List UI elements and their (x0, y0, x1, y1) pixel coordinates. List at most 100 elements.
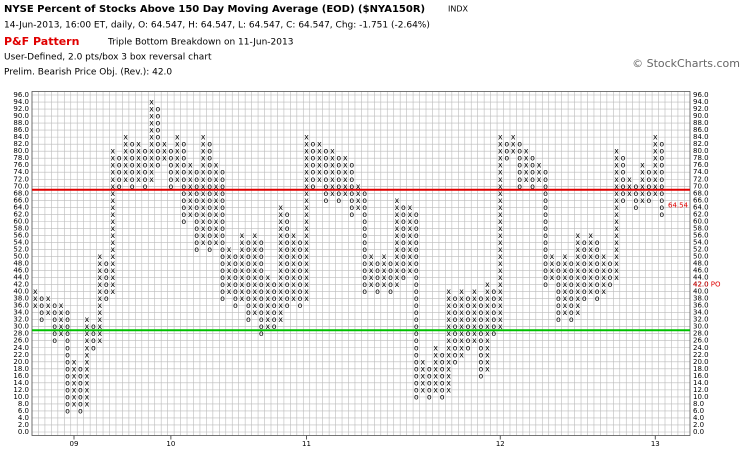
x-box: x (214, 203, 219, 212)
x-box: x (420, 357, 425, 366)
o-box: o (117, 161, 122, 170)
x-box: x (459, 294, 464, 303)
o-box: o (65, 329, 70, 338)
o-box: o (156, 133, 161, 142)
x-box: x (485, 343, 490, 352)
x-tick-label: 13 (651, 440, 660, 448)
o-box: o (65, 406, 70, 415)
x-box: x (562, 280, 567, 289)
y2-tick-label: 42.0 (693, 281, 709, 289)
x-box: x (653, 175, 658, 184)
o-box: o (659, 175, 664, 184)
o-box: o (414, 322, 419, 331)
x-box: x (640, 196, 645, 205)
o-box: o (207, 210, 212, 219)
y2-tick-label: 16.0 (693, 372, 709, 380)
y-tick-label: 80.0 (13, 147, 29, 155)
o-box: o (65, 315, 70, 324)
x-box: x (175, 133, 180, 142)
x-box: x (653, 140, 658, 149)
o-box: o (156, 112, 161, 121)
o-box: o (582, 266, 587, 275)
x-box: x (601, 273, 606, 282)
o-box: o (194, 210, 199, 219)
o-box: o (130, 168, 135, 177)
o-box: o (595, 252, 600, 261)
o-box: o (362, 238, 367, 247)
x-box: x (446, 371, 451, 380)
x-box: x (33, 294, 38, 303)
o-box: o (414, 210, 419, 219)
o-box: o (181, 182, 186, 191)
o-box: o (91, 322, 96, 331)
x-box: x (72, 364, 77, 373)
y2-tick-label: 48.0 (693, 260, 709, 268)
o-box: o (168, 161, 173, 170)
o-box: o (156, 119, 161, 128)
settings: User-Defined, 2.0 pts/box 3 box reversal… (4, 53, 212, 63)
x-box: x (395, 231, 400, 240)
o-box: o (414, 329, 419, 338)
o-box: o (323, 182, 328, 191)
y-tick-label: 6.0 (18, 407, 29, 415)
x-box: x (433, 364, 438, 373)
o-box: o (156, 154, 161, 163)
o-box: o (65, 322, 70, 331)
x-box: x (201, 224, 206, 233)
x-box: x (240, 280, 245, 289)
o-box: o (207, 224, 212, 233)
x-box: x (59, 322, 64, 331)
x-box: x (265, 308, 270, 317)
y2-tick-label: 88.0 (693, 119, 709, 127)
x-box: x (84, 385, 89, 394)
x-box: x (252, 259, 257, 268)
o-box: o (621, 182, 626, 191)
o-box: o (401, 224, 406, 233)
x-box: x (149, 140, 154, 149)
y-tick-label: 48.0 (13, 260, 29, 268)
o-box: o (453, 308, 458, 317)
o-box: o (530, 182, 535, 191)
o-box: o (336, 189, 341, 198)
x-box: x (84, 329, 89, 338)
x-box: x (304, 196, 309, 205)
o-box: o (595, 259, 600, 268)
x-box: x (420, 385, 425, 394)
x-box: x (278, 315, 283, 324)
o-box: o (168, 154, 173, 163)
o-box: o (323, 196, 328, 205)
o-box: o (349, 161, 354, 170)
o-box: o (608, 259, 613, 268)
x-box: x (201, 203, 206, 212)
o-box: o (634, 196, 639, 205)
x-box: x (653, 182, 658, 191)
x-box: x (395, 273, 400, 282)
o-box: o (582, 294, 587, 303)
x-box: x (291, 294, 296, 303)
o-box: o (143, 182, 148, 191)
o-box: o (298, 259, 303, 268)
o-box: o (285, 259, 290, 268)
o-box: o (556, 287, 561, 296)
x-box: x (459, 329, 464, 338)
o-box: o (233, 266, 238, 275)
x-box: x (498, 168, 503, 177)
o-box: o (220, 217, 225, 226)
x-box: x (446, 364, 451, 373)
x-box: x (382, 280, 387, 289)
o-box: o (65, 385, 70, 394)
x-box: x (188, 196, 193, 205)
y2-tick-label: 78.0 (693, 154, 709, 162)
x-box: x (498, 217, 503, 226)
x-box: x (110, 182, 115, 191)
o-box: o (530, 175, 535, 184)
